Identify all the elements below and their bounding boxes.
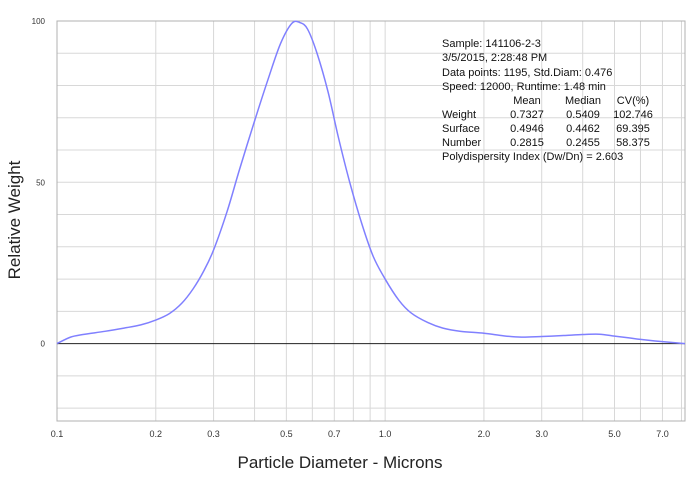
x-tick-label: 0.2 — [150, 429, 163, 439]
info-header-cv: CV(%) — [617, 95, 649, 107]
info-row-label: Weight — [442, 109, 476, 121]
info-row-label: Surface — [442, 123, 480, 135]
x-tick-label: 0.1 — [51, 429, 64, 439]
info-row-cv: 102.746 — [613, 109, 653, 121]
info-row-cv: 69.395 — [616, 123, 650, 135]
x-tick-label: 7.0 — [656, 429, 669, 439]
y-axis-title: Relative Weight — [5, 160, 24, 279]
info-header-mean: Mean — [513, 95, 541, 107]
info-speed: Speed: 12000, Runtime: 1.48 min — [442, 81, 606, 93]
info-datapoints: Data points: 1195, Std.Diam: 0.476 — [442, 67, 612, 79]
x-tick-label: 0.3 — [207, 429, 220, 439]
y-tick-label: 50 — [36, 178, 45, 187]
x-tick-label: 5.0 — [608, 429, 621, 439]
x-tick-label: 0.5 — [280, 429, 293, 439]
info-row-cv: 58.375 — [616, 137, 650, 149]
info-pdi: Polydispersity Index (Dw/Dn) = 2.603 — [442, 151, 623, 163]
x-tick-label: 2.0 — [478, 429, 491, 439]
info-row-mean: 0.7327 — [510, 109, 544, 121]
info-datetime: 3/5/2015, 2:28:48 PM — [442, 52, 547, 64]
y-tick-label: 0 — [41, 340, 46, 349]
info-row-label: Number — [442, 137, 481, 149]
x-tick-label: 3.0 — [535, 429, 548, 439]
info-row-median: 0.5409 — [566, 109, 600, 121]
info-row-mean: 0.4946 — [510, 123, 544, 135]
info-row-median: 0.2455 — [566, 137, 600, 149]
x-tick-label: 1.0 — [379, 429, 392, 439]
y-tick-label: 100 — [32, 17, 46, 26]
x-tick-labels: 0.1 0.2 0.3 0.5 0.7 1.0 2.0 3.0 5.0 7.0 — [51, 429, 669, 439]
plot-frame — [56, 20, 686, 422]
series-line — [56, 20, 686, 345]
x-axis-title: Particle Diameter - Microns — [238, 453, 443, 472]
info-box: Sample: 141106-2-3 3/5/2015, 2:28:48 PM … — [442, 38, 653, 163]
grid — [57, 21, 685, 421]
x-tick-label: 0.7 — [328, 429, 341, 439]
info-sample: Sample: 141106-2-3 — [442, 38, 541, 50]
y-tick-labels: 0 50 100 — [32, 17, 46, 349]
info-row-mean: 0.2815 — [510, 137, 544, 149]
info-header-median: Median — [565, 95, 601, 107]
series-layer — [56, 20, 686, 345]
info-row-median: 0.4462 — [566, 123, 600, 135]
